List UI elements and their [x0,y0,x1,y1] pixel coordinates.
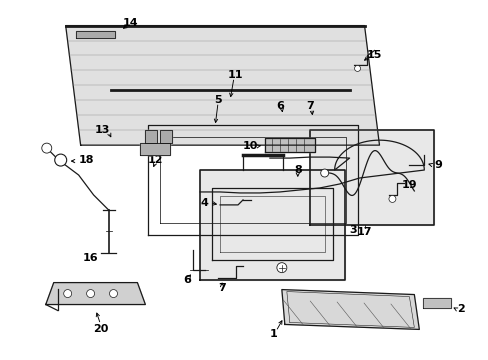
Text: 18: 18 [79,155,94,165]
Polygon shape [264,138,314,152]
Polygon shape [46,283,145,305]
Polygon shape [423,298,450,307]
Text: 2: 2 [456,305,464,315]
Polygon shape [160,130,172,143]
Polygon shape [200,170,344,280]
Polygon shape [309,130,433,225]
Text: 19: 19 [401,180,416,190]
Circle shape [109,289,117,298]
Text: 10: 10 [242,141,258,151]
Circle shape [276,263,286,273]
Text: 8: 8 [293,165,301,175]
Text: 6: 6 [183,275,191,285]
Circle shape [320,169,328,177]
Text: 6: 6 [275,101,283,111]
Text: 9: 9 [433,160,441,170]
Text: 7: 7 [218,283,225,293]
Text: 11: 11 [227,71,242,80]
Text: 12: 12 [147,155,163,165]
Text: 13: 13 [95,125,110,135]
Text: 4: 4 [200,198,208,208]
Text: 17: 17 [356,227,371,237]
Polygon shape [65,26,379,145]
Circle shape [388,195,395,202]
Circle shape [63,289,72,298]
Text: 20: 20 [93,324,108,334]
Text: 14: 14 [122,18,138,28]
Text: 7: 7 [305,101,313,111]
Text: 16: 16 [82,253,98,263]
Circle shape [86,289,94,298]
Polygon shape [145,130,157,143]
Circle shape [41,143,52,153]
Text: 3: 3 [349,225,357,235]
Text: 1: 1 [269,329,277,339]
Circle shape [354,66,360,71]
Polygon shape [76,31,115,37]
Circle shape [55,154,66,166]
Text: 5: 5 [214,95,222,105]
Text: 15: 15 [366,50,382,60]
Polygon shape [140,143,170,155]
Polygon shape [281,289,419,329]
